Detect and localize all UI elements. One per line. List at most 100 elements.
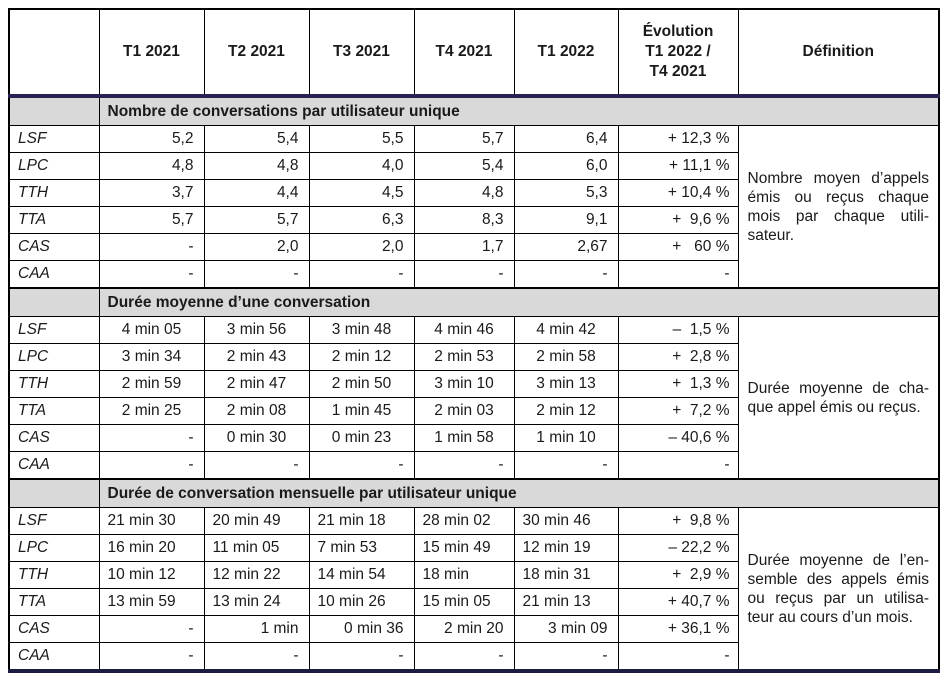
value-cell: 0 min 23 [308, 424, 415, 452]
value-cell: 5,4 [413, 152, 515, 180]
value-cell: 5,4 [203, 125, 310, 153]
evolution-cell: + 9,6 % [617, 206, 739, 234]
value-cell: 5,3 [513, 179, 619, 207]
value-cell: - [513, 642, 619, 672]
value-cell: 6,4 [513, 125, 619, 153]
value-cell: 4 min 42 [513, 316, 619, 344]
value-cell: 1 min 10 [513, 424, 619, 452]
row-label: TTH [8, 561, 100, 589]
value-cell: 1 min [203, 615, 310, 643]
table-row: CAA - - - - - - [8, 451, 939, 480]
value-cell: 4,5 [308, 179, 415, 207]
evolution-cell: + 7,2 % [617, 397, 739, 425]
row-label: CAS [8, 233, 100, 261]
value-cell: 28 min 02 [413, 507, 515, 535]
table-row: CAS -1 min 0 min 36 2 min 20 3 min 09 + 36,1 … [8, 615, 939, 643]
table-row: LPC 4,8 4,8 4,0 5,4 6,0 + 11,1 % [8, 152, 939, 180]
section-header-row: Nombre de conversations par utilisateur … [8, 95, 940, 126]
table-row: TTH 2 min 59 2 min 47 2 min 50 3 min 10 3 min… [8, 370, 939, 398]
value-cell: 2 min 47 [203, 370, 310, 398]
row-label: TTA [8, 397, 100, 425]
definition-line: Nombre moyen d’appels [747, 169, 930, 187]
document-page: T1 2021 T2 2021 T3 2021 T4 2021 T1 2022 … [8, 8, 940, 673]
stats-table: T1 2021 T2 2021 T3 2021 T4 2021 T1 2022 … [8, 8, 940, 673]
definition-line: Durée moyenne de l’en- [747, 551, 930, 569]
value-cell: 6,3 [308, 206, 415, 234]
evolution-cell: + 1,3 % [617, 370, 739, 398]
section-header-row: Durée de conversation mensuelle par util… [8, 478, 940, 508]
value-cell: - [513, 451, 619, 480]
section-corner-cell [8, 287, 100, 317]
value-cell: 15 min 49 [413, 534, 515, 562]
value-cell: 3 min 56 [203, 316, 310, 344]
value-cell: 5,7 [413, 125, 515, 153]
row-label: LPC [8, 534, 100, 562]
table-row: TTA 2 min 25 2 min 08 1 min 45 2 min 03 2 min… [8, 397, 939, 425]
value-cell: 3 min 48 [308, 316, 415, 344]
table-row: CAS -2,0 2,0 1,7 2,67 + 60 % [8, 233, 939, 261]
evolution-cell: + 40,7 % [617, 588, 739, 616]
table-row: CAA - - - - - - [8, 260, 939, 289]
value-cell: - [98, 260, 205, 289]
row-label: TTA [8, 588, 100, 616]
value-cell: 6,0 [513, 152, 619, 180]
value-cell: 2 min 43 [203, 343, 310, 371]
definition-line: Durée moyenne de cha- [747, 379, 930, 397]
table-row: LSF 4 min 05 3 min 56 3 min 48 4 min 46 4 min… [8, 316, 940, 480]
value-cell: 2,0 [203, 233, 310, 261]
value-cell: 2 min 58 [513, 343, 619, 371]
row-label: CAA [8, 260, 100, 289]
evolution-cell: + 2,8 % [617, 343, 739, 371]
value-cell: 2 min 50 [308, 370, 415, 398]
value-cell: - [98, 451, 205, 480]
evolution-cell: + 12,3 % [617, 125, 739, 153]
value-cell: - [308, 260, 415, 289]
value-cell: 2,67 [513, 233, 619, 261]
value-cell: 5,7 [203, 206, 310, 234]
section-corner-cell [8, 95, 100, 126]
row-label: TTH [8, 179, 100, 207]
value-cell: 3 min 10 [413, 370, 515, 398]
definition-line: ou reçus par un utilisa- [747, 589, 930, 607]
value-cell: 1 min 45 [308, 397, 415, 425]
col-header-t3-2021: T3 2021 [308, 8, 415, 98]
value-cell: - [413, 451, 515, 480]
value-cell: 2 min 08 [203, 397, 310, 425]
value-cell: 13 min 59 [98, 588, 205, 616]
evolution-cell: + 2,9 % [617, 561, 739, 589]
value-cell: - [203, 451, 310, 480]
value-cell: - [203, 260, 310, 289]
table-row: CAA - - - - - - [8, 642, 939, 672]
row-label: LSF [8, 507, 100, 535]
value-cell: 2 min 03 [413, 397, 515, 425]
row-label: LSF [8, 316, 100, 344]
value-cell: 20 min 49 [203, 507, 310, 535]
value-cell: - [413, 260, 515, 289]
value-cell: 1,7 [413, 233, 515, 261]
value-cell: 18 min 31 [513, 561, 619, 589]
row-label: TTH [8, 370, 100, 398]
value-cell: 5,2 [98, 125, 205, 153]
value-cell: 12 min 19 [513, 534, 619, 562]
value-cell: 10 min 26 [308, 588, 415, 616]
value-cell: 4,8 [98, 152, 205, 180]
value-cell: 12 min 22 [203, 561, 310, 589]
row-label: LPC [8, 343, 100, 371]
value-cell: 5,7 [98, 206, 205, 234]
evolution-cell: - [617, 451, 739, 480]
value-cell: 7 min 53 [308, 534, 415, 562]
value-cell: - [413, 642, 515, 672]
value-cell: 2 min 53 [413, 343, 515, 371]
value-cell: 10 min 12 [98, 561, 205, 589]
value-cell: 8,3 [413, 206, 515, 234]
column-header-row: T1 2021 T2 2021 T3 2021 T4 2021 T1 2022 … [8, 8, 940, 98]
value-cell: - [308, 642, 415, 672]
definition-line: semble des appels émis [747, 570, 930, 588]
value-cell: 2 min 20 [413, 615, 515, 643]
col-header-evolution: Évolution T1 2022 / T4 2021 [617, 8, 739, 98]
value-cell: 9,1 [513, 206, 619, 234]
table-row: LSF 5,2 5,4 5,5 5,7 6,4 + 12,3 % Nombre moyen d… [8, 125, 940, 289]
row-label: TTA [8, 206, 100, 234]
evolution-cell: - [617, 260, 739, 289]
col-header-t4-2021: T4 2021 [413, 8, 515, 98]
